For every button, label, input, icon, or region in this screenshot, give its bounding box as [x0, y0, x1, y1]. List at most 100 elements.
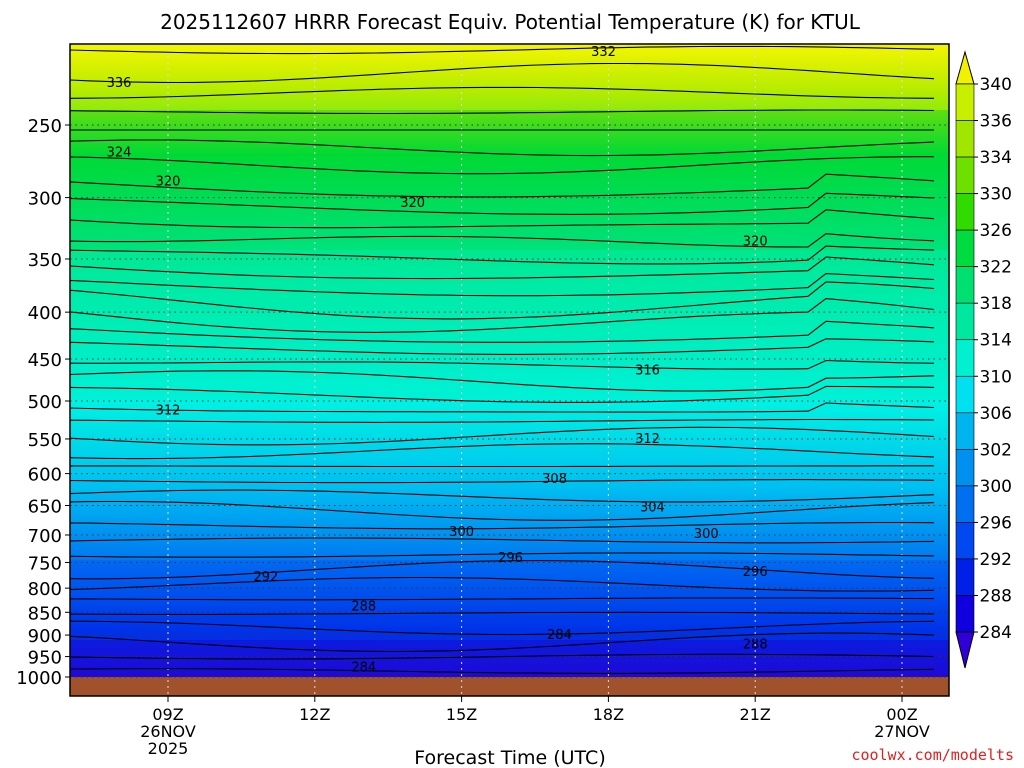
- contour-label: 316: [635, 363, 660, 378]
- contour-line: [70, 611, 935, 615]
- y-tick-label: 450: [28, 350, 62, 371]
- ground-below-surface: [70, 677, 949, 696]
- contour-label: 304: [640, 500, 665, 515]
- colorbar-label: 300: [980, 477, 1012, 497]
- y-tick-label: 550: [28, 430, 62, 451]
- x-tick-date: 27NOV: [874, 722, 930, 741]
- contour-line: [70, 45, 935, 55]
- colorbar-label: 330: [980, 185, 1012, 205]
- colorbar-label: 310: [980, 367, 1012, 387]
- colorbar-swatch: [955, 375, 975, 414]
- contour-line: [70, 281, 935, 320]
- contour-label: 288: [743, 638, 768, 653]
- colorbar-bottom-arrow: [955, 631, 975, 669]
- contour-label: 324: [107, 146, 132, 161]
- colorbar-swatch: [955, 266, 975, 304]
- colorbar-swatch: [955, 83, 975, 121]
- colorbar-swatch: [955, 302, 975, 341]
- contour-line: [70, 479, 935, 484]
- contour-line: [70, 560, 935, 580]
- colorbar-label: 318: [980, 294, 1012, 314]
- field-background: [70, 44, 949, 696]
- contour-label: 320: [400, 196, 425, 211]
- y-axis: 2503003504004505005506006507007508008509…: [16, 116, 70, 689]
- y-tick-label: 900: [28, 626, 62, 647]
- contour-line: [70, 426, 935, 446]
- colorbar-label: 314: [980, 331, 1012, 351]
- colorbar-swatch: [955, 412, 975, 450]
- contour-line: [70, 233, 935, 248]
- contour-line: [70, 521, 935, 530]
- y-tick-label: 850: [28, 603, 62, 624]
- contour-line: [70, 385, 935, 403]
- contour-line: [70, 156, 934, 175]
- contour-line: [70, 418, 935, 423]
- contour-line: [70, 537, 935, 544]
- y-tick-label: 350: [28, 250, 62, 271]
- colorbar-label: 302: [980, 440, 1012, 460]
- contour-label: 296: [498, 551, 523, 566]
- colorbar-top-arrow: [955, 50, 975, 85]
- contour-line: [70, 109, 935, 115]
- colorbar-label: 306: [980, 404, 1012, 424]
- colorbar-swatch: [955, 595, 975, 633]
- contour-line: [70, 192, 935, 215]
- colorbar-swatch: [955, 449, 975, 487]
- credit-text: coolwx.com/modelts: [851, 746, 1014, 764]
- x-tick-year: 2025: [148, 739, 189, 758]
- contour-label: 320: [743, 235, 768, 250]
- contour-line: [70, 552, 935, 558]
- colorbar-swatch: [955, 229, 975, 267]
- contour-line: [70, 402, 935, 413]
- contour-line: [70, 209, 935, 229]
- contour-line: [70, 320, 935, 343]
- colorbar-label: 336: [980, 112, 1012, 132]
- y-tick-label: 300: [28, 189, 62, 210]
- field-band: [70, 250, 949, 400]
- contour-line: [70, 62, 935, 84]
- colorbar-swatch: [955, 193, 975, 231]
- colorbar-label: 288: [980, 586, 1012, 606]
- contour-line: [70, 273, 935, 297]
- y-tick-label: 400: [28, 303, 62, 324]
- contour-line: [70, 489, 935, 503]
- contour-label: 284: [547, 628, 572, 643]
- colorbar-label: 326: [980, 221, 1012, 241]
- colorbar-label: 292: [980, 550, 1012, 570]
- x-tick-date: 26NOV: [140, 722, 196, 741]
- contour-line: [70, 173, 935, 198]
- x-tick-label: 18Z: [593, 705, 624, 724]
- x-axis-label: Forecast Time (UTC): [414, 747, 605, 768]
- contour-labels: 332 336 324 320 320 320 316 312 312 308 304 300 300 2…: [107, 45, 768, 676]
- contour-label: 292: [253, 570, 278, 585]
- contour-label: 300: [449, 525, 474, 540]
- contour-line: [70, 86, 935, 99]
- contour-line: [70, 359, 935, 370]
- field-band: [70, 110, 949, 250]
- chart-title: 2025112607 HRRR Forecast Equiv. Potentia…: [160, 10, 861, 34]
- contour-label: 336: [107, 76, 132, 91]
- colorbar-label: 284: [980, 623, 1012, 643]
- contour-label: 288: [351, 600, 376, 615]
- contour-label: 308: [542, 472, 567, 487]
- field-band: [70, 44, 949, 110]
- contour-line: [70, 139, 935, 157]
- contour-label: 284: [351, 661, 376, 676]
- y-tick-label: 650: [28, 496, 62, 517]
- colorbar-swatch: [955, 558, 975, 596]
- contour-line: [70, 597, 935, 601]
- colorbar-label: 296: [980, 513, 1012, 533]
- contour-line: [70, 256, 935, 280]
- colorbar-swatch: [955, 522, 975, 560]
- contour-line: [70, 500, 935, 521]
- contour-line: [70, 465, 934, 468]
- colorbar-label: 322: [980, 258, 1012, 278]
- x-tick-label: 12Z: [299, 705, 330, 724]
- contour-label: 312: [635, 432, 660, 447]
- contour-label: 312: [156, 403, 181, 418]
- contour-label: 320: [156, 174, 181, 189]
- y-tick-label: 800: [28, 579, 62, 600]
- contour-line: [70, 338, 935, 355]
